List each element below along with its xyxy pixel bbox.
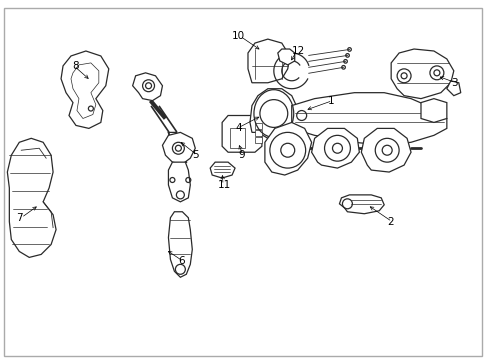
Polygon shape	[210, 162, 235, 178]
Polygon shape	[277, 49, 294, 65]
Polygon shape	[390, 49, 453, 99]
Polygon shape	[61, 51, 108, 129]
Polygon shape	[247, 39, 289, 83]
Polygon shape	[254, 130, 262, 136]
Text: 7: 7	[16, 213, 23, 223]
Text: 6: 6	[178, 256, 184, 266]
Polygon shape	[254, 137, 262, 143]
Polygon shape	[339, 195, 384, 214]
Polygon shape	[7, 138, 56, 257]
Polygon shape	[249, 89, 297, 138]
Polygon shape	[311, 129, 359, 168]
Polygon shape	[264, 122, 311, 175]
Text: 2: 2	[386, 217, 393, 227]
Text: 3: 3	[450, 78, 456, 88]
Polygon shape	[168, 132, 186, 162]
Text: 9: 9	[238, 150, 244, 160]
Polygon shape	[254, 123, 262, 129]
Polygon shape	[222, 116, 262, 152]
Polygon shape	[168, 212, 192, 277]
Text: 5: 5	[192, 150, 199, 160]
Polygon shape	[132, 73, 162, 100]
Text: 8: 8	[72, 61, 79, 71]
Polygon shape	[420, 99, 446, 122]
Text: 1: 1	[327, 96, 333, 105]
Polygon shape	[162, 132, 195, 164]
Text: 12: 12	[291, 46, 305, 56]
Polygon shape	[168, 162, 190, 202]
Text: 11: 11	[218, 180, 231, 190]
Polygon shape	[446, 81, 460, 96]
Polygon shape	[291, 93, 446, 145]
Polygon shape	[287, 125, 301, 142]
Text: 4: 4	[235, 123, 242, 134]
Polygon shape	[361, 129, 410, 172]
Text: 10: 10	[231, 31, 244, 41]
